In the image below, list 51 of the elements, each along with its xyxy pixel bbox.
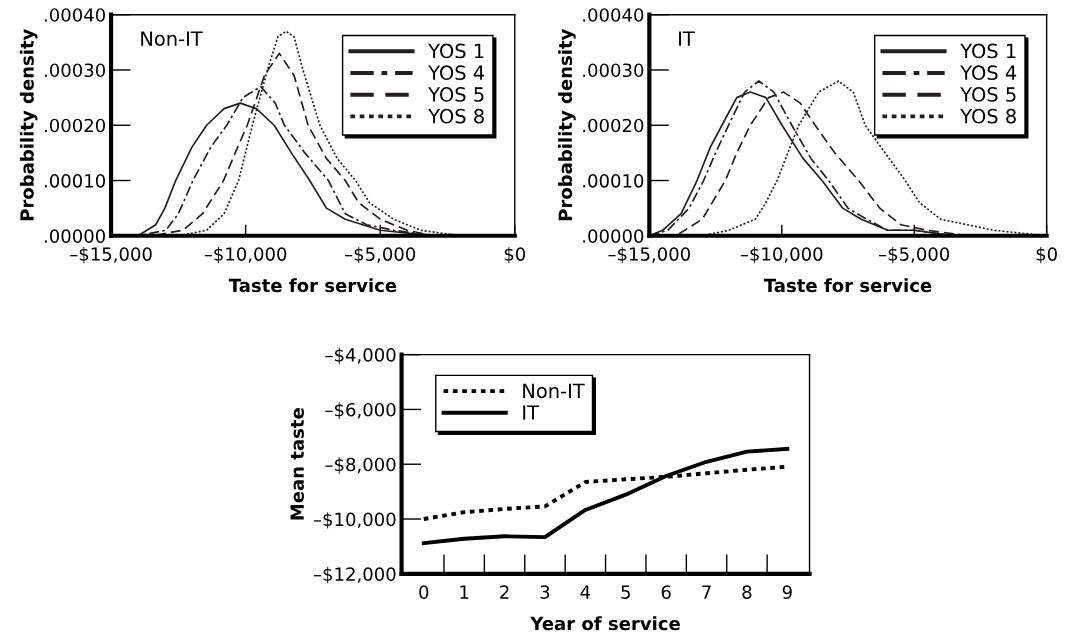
x-axis-title: Taste for service bbox=[763, 278, 932, 293]
legend-label: Non-IT bbox=[523, 383, 585, 399]
x-tick-label: $0 bbox=[1036, 246, 1057, 264]
y-tick-label: .00020 bbox=[583, 118, 644, 133]
legend-label: YOS 5 bbox=[428, 87, 484, 102]
legend-label: YOS 8 bbox=[428, 108, 484, 124]
legend-label: YOS 4 bbox=[428, 65, 485, 81]
x-tick-label: 2 bbox=[500, 585, 509, 599]
y-axis-title: Probability density bbox=[19, 28, 38, 221]
y-tick-label: .00010 bbox=[583, 173, 644, 188]
y-tick-label: .00040 bbox=[583, 8, 644, 22]
y-tick-label: –$8,000 bbox=[325, 457, 396, 474]
x-tick-label: 8 bbox=[742, 585, 752, 599]
y-tick-label: .00040 bbox=[44, 8, 106, 22]
y-tick-label: .00010 bbox=[44, 173, 106, 188]
y-tick-label: .00030 bbox=[44, 63, 106, 78]
x-tick-label: 6 bbox=[661, 585, 671, 599]
x-tick-label: –$5,000 bbox=[878, 246, 950, 264]
x-tick-label: 3 bbox=[540, 585, 550, 599]
legend-label: IT bbox=[523, 405, 539, 420]
legend-label: YOS 1 bbox=[428, 43, 484, 59]
x-tick-label: 1 bbox=[460, 585, 469, 599]
y-tick-label: .00030 bbox=[583, 63, 644, 78]
x-tick-label: –$10,000 bbox=[204, 246, 287, 264]
legend-label: YOS 1 bbox=[960, 43, 1016, 59]
y-tick-label: –$4,000 bbox=[325, 347, 396, 365]
y-tick-label: –$12,000 bbox=[313, 566, 396, 584]
y-tick-label: –$6,000 bbox=[325, 402, 396, 419]
x-tick-label: –$15,000 bbox=[70, 246, 152, 264]
legend-label: YOS 4 bbox=[960, 65, 1017, 81]
legend-label: YOS 8 bbox=[960, 108, 1016, 124]
legend-label: YOS 5 bbox=[960, 87, 1016, 102]
y-tick-label: –$10,000 bbox=[313, 512, 396, 529]
x-tick-label: 4 bbox=[580, 585, 591, 599]
y-tick-label: .00020 bbox=[44, 118, 106, 133]
y-tick-label: .00000 bbox=[583, 229, 644, 243]
y-axis-title: Mean taste bbox=[290, 408, 304, 520]
x-tick-label: 7 bbox=[702, 585, 711, 599]
x-tick-label: –$15,000 bbox=[608, 246, 690, 264]
y-tick-label: .00000 bbox=[44, 229, 106, 243]
x-tick-label: –$10,000 bbox=[740, 246, 823, 264]
x-axis-title: Taste for service bbox=[228, 278, 397, 293]
x-tick-label: 9 bbox=[782, 585, 792, 599]
x-tick-label: $0 bbox=[504, 246, 526, 264]
x-tick-label: –$5,000 bbox=[344, 246, 416, 264]
x-tick-label: 5 bbox=[621, 585, 630, 599]
x-axis-title: Year of service bbox=[530, 616, 680, 631]
annotation: Non-IT bbox=[141, 31, 203, 46]
x-tick-label: 0 bbox=[419, 585, 429, 599]
y-axis-title: Probability density bbox=[558, 28, 576, 221]
annotation: IT bbox=[679, 31, 695, 46]
